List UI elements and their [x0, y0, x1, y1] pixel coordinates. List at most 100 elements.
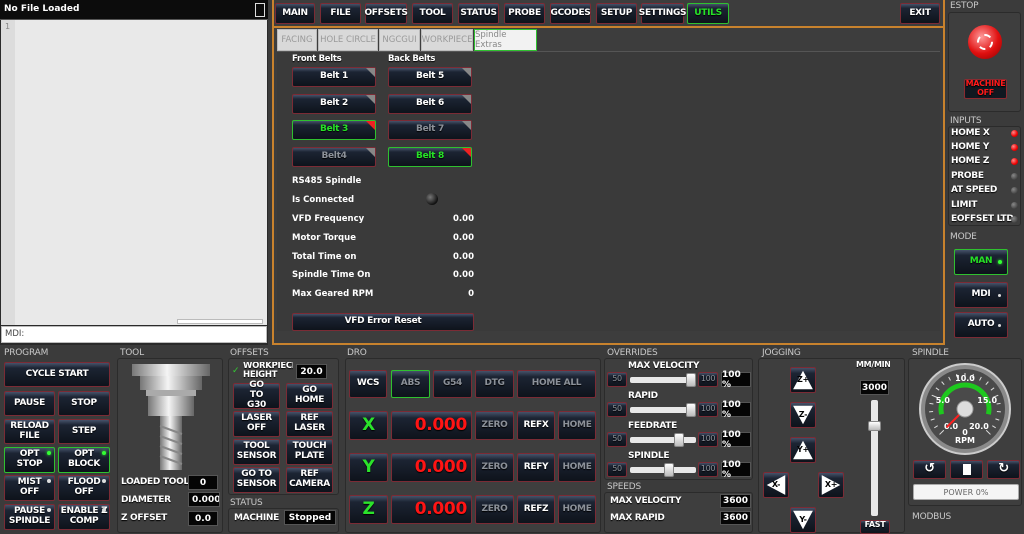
opt-block-button[interactable]: OPT BLOCK — [58, 447, 110, 473]
ref-z-button[interactable]: REFZ — [517, 495, 555, 524]
belt-6-button[interactable]: Belt 6 — [388, 94, 472, 114]
jog-y-plus-button[interactable]: Y+ — [790, 437, 816, 463]
belt-3-button[interactable]: Belt 3 — [292, 120, 376, 140]
belt-1-button[interactable]: Belt 1 — [292, 67, 376, 87]
subtab-spindle-extras[interactable]: Spindle Extras — [474, 29, 537, 51]
tab-utils[interactable]: UTILS — [687, 3, 729, 24]
belt-4-button[interactable]: Belt4 — [292, 147, 376, 167]
feedrate-override-slider[interactable] — [630, 437, 696, 443]
rapid-min-button[interactable]: 50 — [607, 402, 627, 417]
tab-tool[interactable]: TOOL — [412, 3, 453, 24]
mode-man-button[interactable]: MAN — [954, 249, 1008, 275]
spindle-slider-thumb[interactable] — [664, 463, 674, 477]
subtab-workpiece[interactable]: WORKPIECE — [421, 29, 473, 51]
max-velocity-slider-thumb[interactable] — [686, 373, 696, 387]
tab-setup[interactable]: SETUP — [596, 3, 637, 24]
jog-rate-slider[interactable] — [871, 400, 878, 516]
home-y-button[interactable]: HOME — [558, 453, 596, 482]
jog-y-minus-button[interactable]: Y- — [790, 507, 816, 533]
tab-status[interactable]: STATUS — [458, 3, 499, 24]
cycle-start-button[interactable]: CYCLE START — [4, 362, 110, 387]
tab-offsets[interactable]: OFFSETS — [365, 3, 407, 24]
vfd-error-reset-button[interactable]: VFD Error Reset — [292, 313, 474, 331]
tab-main[interactable]: MAIN — [275, 3, 315, 24]
fast-button[interactable]: FAST — [860, 520, 890, 534]
stop-button[interactable]: STOP — [58, 391, 110, 416]
max-velocity-override-slider[interactable] — [630, 377, 696, 383]
zero-y-button[interactable]: ZERO — [475, 453, 514, 482]
workpiece-height-input[interactable]: 20.0 — [296, 364, 327, 379]
subtab-facing[interactable]: FACING — [277, 29, 317, 51]
feedrate-min-button[interactable]: 50 — [607, 432, 627, 447]
pause-button[interactable]: PAUSE — [4, 391, 55, 416]
home-x-button[interactable]: HOME — [558, 411, 596, 440]
tool-sensor-button[interactable]: TOOL SENSOR — [233, 439, 280, 465]
subtab-ngcgui[interactable]: NGCGUI — [379, 29, 420, 51]
mode-mdi-button[interactable]: MDI — [954, 282, 1008, 308]
jog-z-minus-button[interactable]: Z- — [790, 402, 816, 428]
abs-button[interactable]: ABS — [391, 370, 430, 398]
jog-rate-slider-thumb[interactable] — [868, 421, 881, 431]
feedrate-max-button[interactable]: 100 — [698, 432, 718, 447]
horizontal-scrollbar[interactable] — [177, 319, 263, 324]
ref-x-button[interactable]: REFX — [517, 411, 555, 440]
home-z-button[interactable]: HOME — [558, 495, 596, 524]
rapid-slider-thumb[interactable] — [686, 403, 696, 417]
machine-off-button[interactable]: MACHINE OFF — [964, 79, 1007, 99]
jog-z-plus-button[interactable]: Z+ — [790, 367, 816, 393]
go-home-button[interactable]: GO HOME — [286, 383, 333, 409]
go-to-g30-button[interactable]: GO TO G30 — [233, 383, 280, 409]
belt-5-button[interactable]: Belt 5 — [388, 67, 472, 87]
y-axis-label[interactable]: Y — [349, 453, 388, 482]
enable-z-comp-button[interactable]: ENABLE Z COMP — [58, 504, 110, 530]
laser-off-button[interactable]: LASER OFF — [233, 411, 280, 437]
belt-7-button[interactable]: Belt 7 — [388, 120, 472, 140]
max-velocity-min-button[interactable]: 50 — [607, 372, 627, 387]
zero-z-button[interactable]: ZERO — [475, 495, 514, 524]
pause-spindle-button[interactable]: PAUSE SPINDLE — [4, 504, 55, 530]
mdi-input[interactable]: MDI: — [1, 326, 267, 343]
max-velocity-max-button[interactable]: 100 — [698, 372, 718, 387]
ref-laser-button[interactable]: REF LASER — [286, 411, 333, 437]
file-menu-button[interactable] — [255, 3, 265, 17]
mist-off-button[interactable]: MIST OFF — [4, 475, 55, 501]
rapid-override-slider[interactable] — [630, 407, 696, 413]
ref-y-button[interactable]: REFY — [517, 453, 555, 482]
spindle-cw-button[interactable]: ↻ — [987, 460, 1020, 479]
ref-camera-button[interactable]: REF CAMERA — [286, 467, 333, 493]
home-all-button[interactable]: HOME ALL — [517, 370, 596, 398]
tab-settings[interactable]: SETTINGS — [641, 3, 684, 24]
wcs-button[interactable]: WCS — [349, 370, 387, 398]
touch-plate-button[interactable]: TOUCH PLATE — [286, 439, 333, 465]
belt-2-button[interactable]: Belt 2 — [292, 94, 376, 114]
rapid-max-button[interactable]: 100 — [698, 402, 718, 417]
spindle-ccw-button[interactable]: ↺ — [913, 460, 946, 479]
jog-x-minus-button[interactable]: X- — [763, 472, 789, 498]
flood-off-button[interactable]: FLOOD OFF — [58, 475, 110, 501]
g54-button[interactable]: G54 — [433, 370, 472, 398]
jog-x-plus-button[interactable]: X+ — [818, 472, 844, 498]
gcode-editor[interactable]: 1 — [1, 20, 267, 325]
spindle-override-slider[interactable] — [630, 467, 696, 473]
estop-button[interactable] — [968, 25, 1002, 59]
z-axis-label[interactable]: Z — [349, 495, 388, 524]
spindle-min-button[interactable]: 50 — [607, 462, 627, 477]
step-button[interactable]: STEP — [58, 419, 110, 444]
dtg-button[interactable]: DTG — [475, 370, 514, 398]
spindle-stop-button[interactable] — [950, 460, 983, 479]
go-to-sensor-button[interactable]: GO TO SENSOR — [233, 467, 280, 493]
feedrate-slider-thumb[interactable] — [674, 433, 684, 447]
x-axis-label[interactable]: X — [349, 411, 388, 440]
tab-gcodes[interactable]: GCODES — [550, 3, 591, 24]
mode-auto-button[interactable]: AUTO — [954, 312, 1008, 338]
exit-button[interactable]: EXIT — [900, 3, 940, 24]
tab-file[interactable]: FILE — [320, 3, 361, 24]
tab-probe[interactable]: PROBE — [504, 3, 545, 24]
opt-stop-button[interactable]: OPT STOP — [4, 447, 55, 473]
spindle-max-button[interactable]: 100 — [698, 462, 718, 477]
reload-file-button[interactable]: RELOAD FILE — [4, 419, 55, 444]
belt-8-button[interactable]: Belt 8 — [388, 147, 472, 167]
zero-x-button[interactable]: ZERO — [475, 411, 514, 440]
subtab-hole-circle[interactable]: HOLE CIRCLE — [318, 29, 378, 51]
